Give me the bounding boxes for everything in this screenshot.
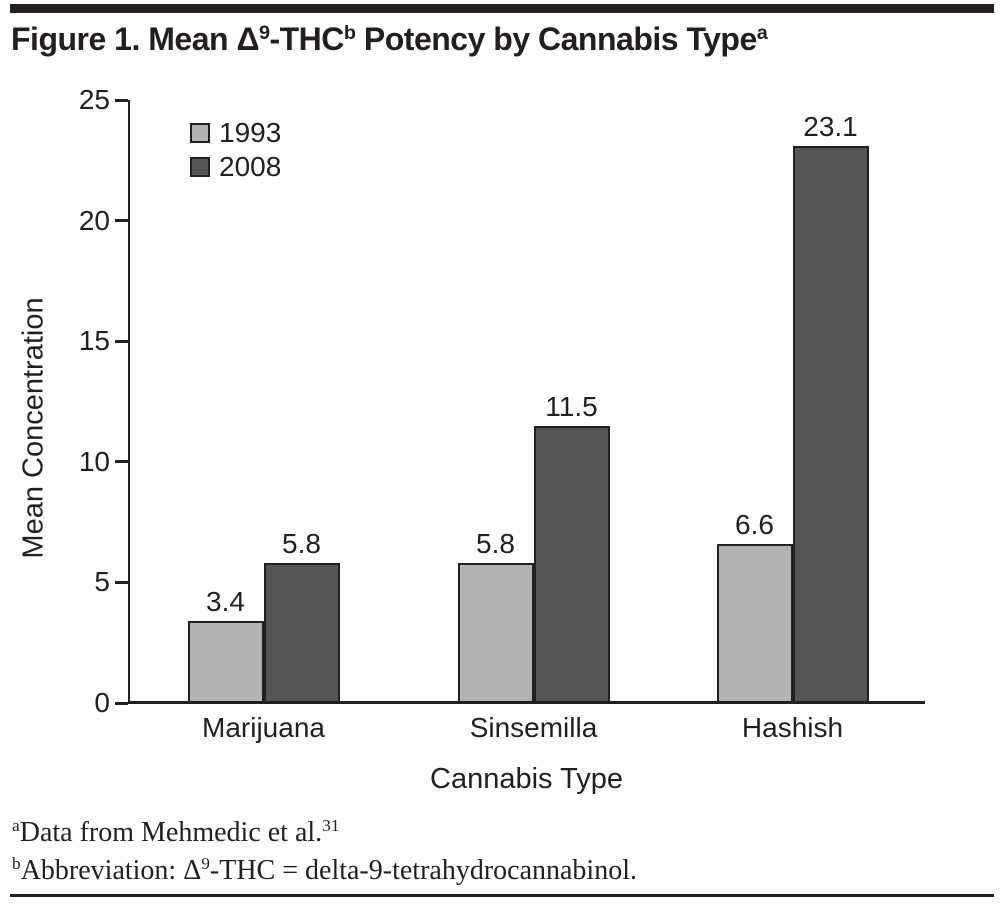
footnote-b: bAbbreviation: Δ9-THC = delta-9-tetrahyd… [12,853,637,891]
x-axis-title: Cannabis Type [430,763,623,795]
plot-area: Cannabis Type 0 5 10 15 20 25 3.4 5.8 6.6 5.8 11.5… [79,85,925,795]
x-category-label-marijuana: Marijuana [202,712,325,743]
y-axis-tick [115,219,128,223]
bar-value-label: 3.4 [206,586,245,617]
y-axis-tick [115,580,128,584]
legend-swatch-1993 [190,123,210,143]
legend: 1993 2008 [190,116,281,184]
x-category-label-sinsemilla: Sinsemilla [469,712,598,743]
y-axis-title: Mean Concentration [17,297,50,559]
footnotes: aData from Mehmedic et al.31 bAbbreviati… [12,815,637,891]
figure-title-text: -THC [269,21,344,57]
footnote-a-reference: 31 [322,816,340,836]
legend-label-2008: 2008 [219,151,282,182]
bar-value-label: 23.1 [803,111,858,142]
figure-title-text: Potency by Cannabis Type [355,21,757,57]
bottom-rule [10,894,994,897]
footnote-a-text: Data from Mehmedic et al. [19,817,323,848]
figure-title: Figure 1. Mean Δ9-THCb Potency by Cannab… [11,21,768,58]
title-superscript-b: b [343,22,356,45]
footnote-b-text: Abbreviation: Δ [20,855,202,886]
bar-value-label: 6.6 [735,509,774,540]
y-axis-tick [115,460,128,464]
figure-title-text: Figure 1. Mean Δ [11,21,259,57]
bar-1993-hashish [716,544,793,703]
bar-2008-marijuana [263,563,340,703]
y-axis-tick-label: 15 [78,325,110,357]
bar-value-label: 5.8 [282,528,321,559]
legend-swatch-2008 [190,157,210,177]
title-superscript-a: a [756,22,768,45]
footnote-b-superscript-9: 9 [201,854,210,874]
footnote-b-marker: b [12,854,21,874]
y-axis-tick-label: 0 [94,687,110,718]
y-axis-tick-label: 20 [78,204,110,236]
bar-1993-sinsemilla [457,563,534,703]
bar-2008-sinsemilla [533,426,610,703]
bar-1993-marijuana [187,621,264,703]
y-axis-tick [115,339,128,343]
footnote-a: aData from Mehmedic et al.31 [12,815,637,853]
top-rule [10,4,994,13]
legend-item-2008: 2008 [190,150,281,184]
title-superscript-9: 9 [258,22,270,45]
bar-value-label: 5.8 [476,528,515,559]
y-axis-tick-label: 25 [78,84,110,115]
footnote-a-marker: a [12,816,20,836]
y-axis-tick [115,98,128,102]
footnote-b-text: -THC = delta-9-tetrahydrocannabinol. [209,855,637,886]
legend-label-1993: 1993 [219,117,282,148]
bar-value-label: 11.5 [545,391,598,422]
y-axis-tick [115,701,128,705]
y-axis-tick-label: 5 [94,566,110,598]
x-category-label-hashish: Hashish [741,712,844,743]
y-axis-line [128,100,130,703]
y-axis-tick-label: 10 [78,445,110,477]
legend-item-1993: 1993 [190,116,281,150]
bar-2008-hashish [792,146,869,703]
